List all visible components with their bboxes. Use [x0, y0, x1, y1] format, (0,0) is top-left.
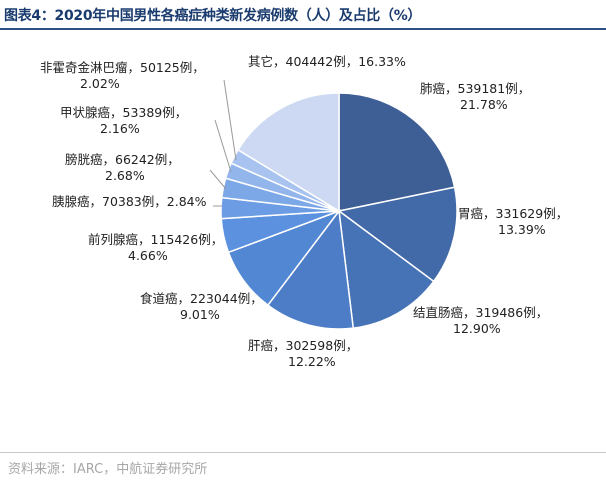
pie-slice	[237, 92, 340, 213]
pie-slice	[266, 209, 355, 330]
pie-slice	[338, 209, 435, 329]
slice-label: 其它，404442例，16.33%	[248, 54, 406, 69]
pie-slice	[338, 92, 456, 212]
slice-label: 胰腺癌，70383例，2.84%	[52, 194, 207, 209]
pie-chart: 肺癌，539181例， 21.78% 胃癌，331629例， 13.39% 结直肠癌，3…	[40, 54, 568, 369]
slice-label: 结直肠癌，319486例， 12.90%	[413, 305, 548, 336]
slice-label: 食道癌，223044例， 9.01%	[140, 291, 263, 322]
slice-label: 膀胱癌，66242例， 2.68%	[65, 152, 180, 183]
slice-label: 前列腺癌，115426例， 4.66%	[88, 232, 223, 263]
footer-divider	[0, 452, 606, 453]
slice-label: 甲状腺癌，53389例， 2.16%	[60, 105, 187, 136]
leader-line	[223, 79, 237, 161]
source-note: 资料来源：IARC，中航证券研究所	[8, 462, 208, 477]
slice-label: 肺癌，539181例， 21.78%	[420, 81, 530, 112]
slice-label: 非霍奇金淋巴瘤，50125例， 2.02%	[40, 60, 205, 91]
chart-title: 图表4：2020年中国男性各癌症种类新发病例数（人）及占比（%）	[4, 8, 422, 24]
slice-label: 肝癌，302598例， 12.22%	[248, 338, 358, 369]
pie-slice	[337, 186, 458, 283]
title-divider	[0, 28, 606, 30]
leader-line	[209, 169, 227, 190]
leader-line	[214, 119, 232, 173]
slice-label: 胃癌，331629例， 13.39%	[458, 206, 568, 237]
